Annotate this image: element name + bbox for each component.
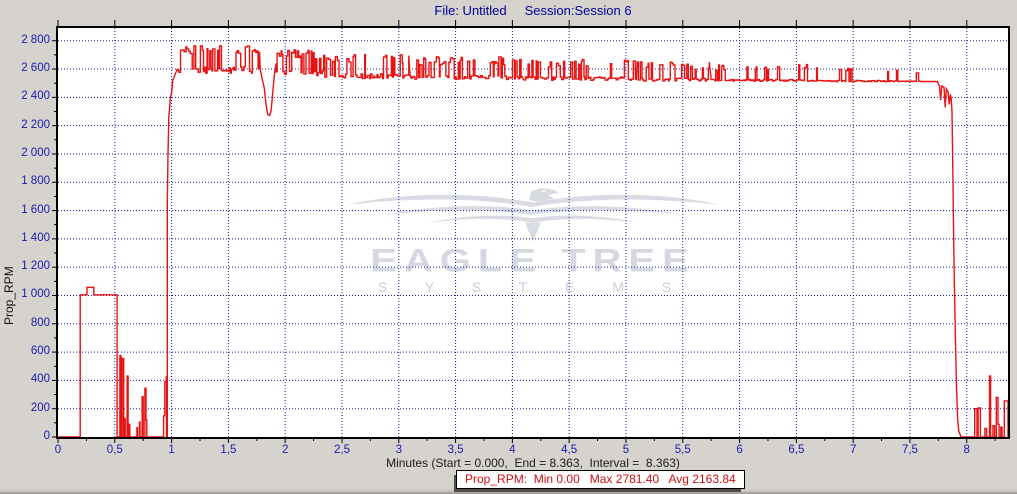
x-tick-label: 3 (395, 444, 402, 456)
stats-min-label: Min (533, 472, 554, 486)
y-tick-label: 2 200 (21, 118, 50, 131)
y-tick-label: 1 400 (21, 231, 50, 244)
bottom-edge-strip (0, 487, 1017, 494)
session-name: Session:Session 6 (524, 3, 632, 18)
stats-min-value: 0.00 (556, 472, 580, 486)
y-tick-label: 1 200 (21, 260, 50, 273)
x-tick-label: 0,5 (106, 444, 123, 456)
x-axis-title: Minutes (Start = 0.000, End = 8.363, Int… (386, 456, 680, 470)
stats-channel-label: Prop_RPM: (465, 472, 528, 486)
y-tick-label: 1 600 (21, 203, 50, 216)
x-tick-label: 2,5 (333, 444, 350, 456)
x-tick-label: 5 (622, 444, 630, 456)
series-stats-legend[interactable]: Prop_RPM: Min 0.00 Max 2781.40 Avg 2163.… (456, 470, 745, 489)
y-tick-label: 600 (30, 345, 50, 358)
stats-avg-label: Avg (668, 472, 689, 486)
x-tick-label: 4,5 (561, 444, 578, 456)
y-tick-label: 1 800 (21, 175, 50, 188)
x-tick-label: 2 (281, 444, 289, 456)
watermark-systems-text: S Y S T E M S (377, 279, 689, 295)
x-tick-label: 5,5 (674, 444, 691, 456)
x-tick-label: 1,5 (220, 444, 237, 456)
y-tick-label: 2 400 (21, 90, 50, 103)
x-tick-label: 0 (54, 444, 62, 456)
y-tick-label: 2 000 (21, 146, 50, 159)
y-tick-label: 2 800 (21, 33, 50, 46)
stats-max-label: Max (589, 472, 613, 486)
watermark: EAGLE TREE S Y S T E M S (343, 188, 723, 295)
file-title: File: Untitled (434, 3, 507, 18)
x-tick-label: 7 (849, 444, 857, 456)
eagle-logo-icon (347, 188, 719, 242)
x-tick-label: 7,5 (901, 444, 918, 456)
x-tick-label: 6 (736, 444, 743, 456)
y-tick-label: 1 000 (21, 288, 50, 301)
watermark-brand-text: EAGLE TREE (370, 242, 696, 279)
y-tick-label: 0 (43, 430, 50, 442)
x-tick-label: 4 (509, 444, 516, 456)
y-tick-label: 2 600 (21, 62, 50, 75)
y-tick-label: 400 (30, 373, 50, 386)
stats-max-value: 2781.40 (615, 472, 660, 486)
x-tick-label: 6,5 (788, 444, 805, 456)
x-tick-label: 3,5 (447, 444, 464, 456)
session-title: File: Untitled Session:Session 6 (58, 3, 1008, 18)
x-tick-label: 1 (168, 444, 175, 456)
x-tick-label: 8 (963, 444, 970, 456)
stats-avg-value: 2163.84 (692, 472, 736, 486)
y-tick-label: 800 (30, 316, 50, 329)
y-tick-label: 200 (30, 401, 50, 414)
